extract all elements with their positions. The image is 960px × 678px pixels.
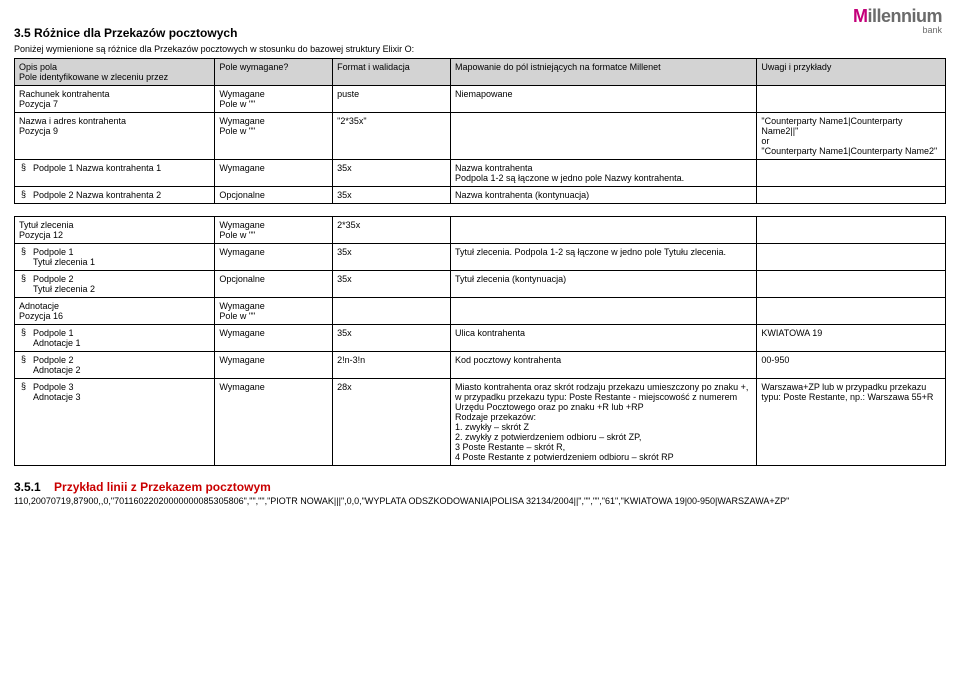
subsection-heading: 3.5.1 Przykład linii z Przekazem pocztow… xyxy=(14,480,946,494)
th-mapowanie: Mapowanie do pól istniejących na formatc… xyxy=(451,59,757,86)
table-row: Podpole 1Adnotacje 1Wymagane35xUlica kon… xyxy=(15,325,946,352)
th-opis: Opis pola Pole identyfikowane w zleceniu… xyxy=(15,59,215,86)
intro-text: Poniżej wymienione są różnice dla Przeka… xyxy=(14,44,946,54)
table-row: Nazwa i adres kontrahentaPozycja 9Wymaga… xyxy=(15,113,946,160)
th-wymagane: Pole wymagane? xyxy=(215,59,333,86)
diff-table-1: Opis pola Pole identyfikowane w zleceniu… xyxy=(14,58,946,204)
table-header-row: Opis pola Pole identyfikowane w zleceniu… xyxy=(15,59,946,86)
table-row: Podpole 2Adnotacje 2Wymagane2!n-3!nKod p… xyxy=(15,352,946,379)
table-row: Tytuł zleceniaPozycja 12WymaganePole w "… xyxy=(15,217,946,244)
table-row: Podpole 2 Nazwa kontrahenta 2Opcjonalne3… xyxy=(15,187,946,204)
diff-table-2: Tytuł zleceniaPozycja 12WymaganePole w "… xyxy=(14,216,946,466)
table-row: Podpole 2Tytuł zlecenia 2Opcjonalne35xTy… xyxy=(15,271,946,298)
logo-rest: illennium xyxy=(867,6,942,26)
table-row: AdnotacjePozycja 16WymaganePole w "" xyxy=(15,298,946,325)
example-line: 110,20070719,87900,,0,"70116022020000000… xyxy=(14,496,946,506)
logo-m: M xyxy=(853,6,868,26)
logo: Millennium bank xyxy=(853,6,942,35)
th-format: Format i walidacja xyxy=(333,59,451,86)
table-row: Podpole 1 Nazwa kontrahenta 1Wymagane35x… xyxy=(15,160,946,187)
table-row: Rachunek kontrahentaPozycja 7WymaganePol… xyxy=(15,86,946,113)
table-row: Podpole 1Tytuł zlecenia 1Wymagane35xTytu… xyxy=(15,244,946,271)
table-row: Podpole 3Adnotacje 3Wymagane28xMiasto ko… xyxy=(15,379,946,466)
section-heading: 3.5 Różnice dla Przekazów pocztowych xyxy=(14,26,946,40)
th-uwagi: Uwagi i przykłady xyxy=(757,59,946,86)
